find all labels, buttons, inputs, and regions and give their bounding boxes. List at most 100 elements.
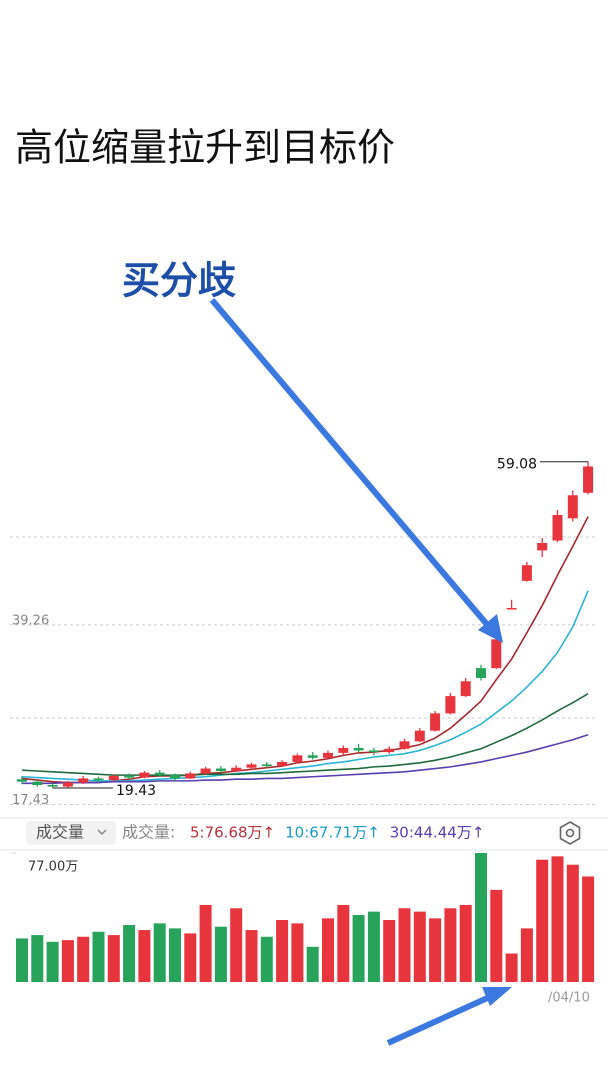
indicator-label: 5:76.68万↑ bbox=[190, 824, 275, 842]
arrows bbox=[209, 298, 512, 1046]
volume-bar bbox=[367, 911, 380, 982]
candle-body bbox=[47, 784, 58, 787]
volume-bar bbox=[199, 904, 212, 982]
volume-bar bbox=[398, 908, 411, 982]
volume-bar bbox=[383, 920, 396, 982]
ma-line bbox=[21, 590, 589, 782]
candle-body bbox=[108, 775, 119, 781]
volume-bar bbox=[46, 941, 59, 982]
annotation: 买分歧 bbox=[122, 259, 236, 303]
volume-bar bbox=[490, 889, 503, 982]
candle-body bbox=[338, 747, 349, 753]
candle-body bbox=[430, 713, 441, 731]
candle-body bbox=[62, 782, 73, 787]
volume-bar bbox=[475, 853, 487, 982]
candle-body bbox=[200, 768, 211, 774]
candle-body bbox=[170, 775, 180, 779]
volume-bar bbox=[245, 930, 258, 982]
ma-line bbox=[22, 734, 589, 785]
volume-button-bg[interactable] bbox=[26, 821, 116, 845]
volume-bar bbox=[291, 923, 304, 982]
decor-grid bbox=[10, 536, 598, 719]
volume-bar bbox=[520, 928, 533, 982]
candle-body bbox=[384, 748, 395, 753]
volume-bar bbox=[276, 920, 289, 982]
candle-body bbox=[154, 772, 165, 776]
candle-body bbox=[445, 696, 456, 714]
ma-line bbox=[21, 692, 589, 776]
volume-bar bbox=[582, 876, 595, 982]
arrow-line bbox=[209, 298, 493, 630]
candle-body bbox=[261, 764, 272, 767]
volume-bar bbox=[184, 933, 197, 982]
y-tick-label: 39.26 bbox=[12, 613, 49, 628]
arrow-head bbox=[482, 987, 512, 1006]
candle-body bbox=[476, 668, 486, 678]
volume-bar bbox=[536, 859, 549, 982]
candle-body bbox=[368, 750, 379, 753]
candle-body bbox=[124, 775, 135, 778]
volume-button[interactable]: 成交量 bbox=[36, 823, 84, 842]
settings-icon[interactable] bbox=[559, 821, 581, 845]
volume-bar bbox=[230, 908, 243, 982]
candle-body bbox=[292, 755, 303, 762]
volume-bar bbox=[77, 936, 90, 982]
candle-body bbox=[307, 755, 318, 758]
candle-body bbox=[246, 764, 257, 768]
volume-bar bbox=[169, 928, 181, 982]
candle-body bbox=[32, 781, 43, 785]
candle-body bbox=[93, 778, 104, 781]
plot: 17.43 39.26 59.08 19.43 77.00万/04/10 bbox=[10, 457, 598, 1006]
candle-body bbox=[17, 779, 27, 782]
candle-body bbox=[78, 778, 89, 783]
volume-bar bbox=[352, 914, 365, 982]
volume-bar bbox=[429, 918, 442, 982]
volume-bar bbox=[322, 918, 334, 982]
candle-body bbox=[277, 761, 288, 767]
candle-body bbox=[414, 730, 425, 742]
page-title: 高位缩量拉升到目标价 bbox=[15, 126, 395, 170]
y-tick-label: 17.43 bbox=[12, 793, 49, 808]
volume-bar bbox=[123, 925, 136, 982]
volume-bar bbox=[31, 935, 44, 982]
arrow-head bbox=[478, 614, 503, 643]
volume-bar bbox=[413, 911, 426, 982]
volume-bar bbox=[107, 935, 120, 982]
volume-bar bbox=[444, 908, 457, 982]
gear[interactable] bbox=[559, 821, 581, 845]
chevron bbox=[97, 829, 107, 836]
volume-bar bbox=[566, 864, 579, 982]
candle-body bbox=[399, 741, 410, 749]
candle-body bbox=[185, 773, 196, 779]
arrow-line bbox=[386, 992, 496, 1046]
candle-body bbox=[353, 747, 364, 751]
volume-bar bbox=[459, 904, 472, 982]
volume-bar bbox=[16, 938, 28, 982]
indicator-label: 10:67.71万↑ bbox=[285, 824, 380, 842]
candle-body bbox=[139, 772, 150, 778]
indicator-label: 30:44.44万↑ bbox=[390, 824, 485, 842]
candle-body bbox=[506, 608, 517, 610]
volume-bar bbox=[153, 923, 166, 982]
candle-body bbox=[552, 515, 563, 541]
candle-body bbox=[231, 767, 242, 772]
min-marker-label: 19.43 bbox=[116, 783, 156, 799]
volume-bar bbox=[92, 931, 105, 982]
gear-center[interactable] bbox=[565, 828, 575, 838]
volume-bar bbox=[138, 930, 151, 982]
date-label: /04/10 bbox=[548, 991, 590, 1006]
candle-body bbox=[491, 639, 502, 669]
volume-bar bbox=[61, 940, 74, 982]
volume-bar bbox=[214, 926, 227, 982]
volume-bar bbox=[260, 936, 273, 982]
candle-body bbox=[537, 543, 548, 551]
candle-body bbox=[323, 752, 333, 758]
ma-line bbox=[21, 516, 589, 784]
candle-body bbox=[567, 495, 578, 519]
candle-body bbox=[583, 466, 594, 493]
y-tick-label: 77.00万 bbox=[28, 860, 78, 875]
volume-bar bbox=[337, 904, 350, 982]
candle-body bbox=[460, 681, 471, 697]
volume-title: 成交量: bbox=[122, 823, 175, 842]
